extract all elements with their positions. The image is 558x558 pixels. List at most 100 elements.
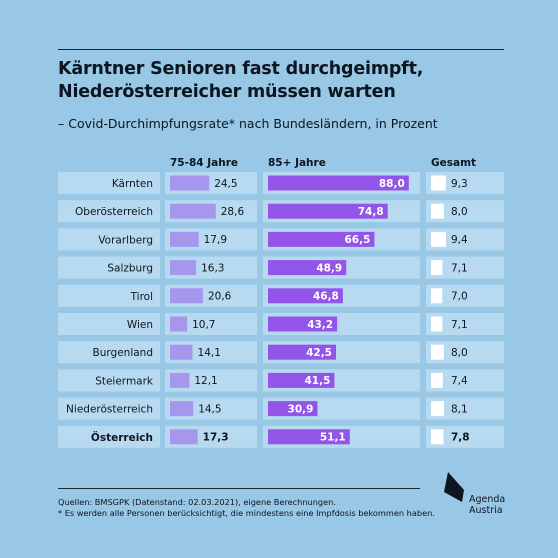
- bar-gesamt-steiermark: [431, 372, 443, 388]
- bar-85plus-kaernten: [268, 175, 409, 191]
- label-panel-wien: [58, 313, 160, 335]
- value-label-85plus-oberoesterreich: 74,8: [358, 206, 384, 218]
- bar-85plus-burgenland: [268, 344, 336, 360]
- label-panel-burgenland: [58, 341, 160, 364]
- column-header-85plus: 85+ Jahre: [268, 157, 326, 169]
- bar-75-84-vorarlberg: [170, 231, 199, 247]
- chart-subtitle: – Covid-Durchimpfungsrate* nach Bundeslä…: [58, 116, 438, 131]
- logo-line-2: Austria: [469, 505, 503, 516]
- bar-gesamt-niederoesterreich: [431, 401, 444, 417]
- category-label-vorarlberg: Vorarlberg: [98, 234, 153, 246]
- value-label-85plus-steiermark: 41,5: [304, 375, 330, 387]
- bar-75-84-wien: [170, 316, 188, 332]
- value-label-75-84-salzburg: 16,3: [201, 262, 224, 274]
- label-panel-tirol: [58, 284, 160, 307]
- logo-text: Agenda Austria: [469, 494, 505, 516]
- category-label-wien: Wien: [127, 319, 153, 331]
- value-label-75-84-oesterreich: 17,3: [203, 432, 229, 444]
- panel-gesamt-tirol: [426, 284, 504, 307]
- bar-75-84-kaernten: [170, 175, 210, 191]
- category-label-kaernten: Kärnten: [112, 178, 153, 190]
- value-label-gesamt-niederoesterreich: 8,1: [451, 403, 468, 415]
- label-panel-niederoesterreich: [58, 397, 160, 420]
- panel-gesamt-burgenland: [426, 341, 504, 364]
- bar-75-84-oesterreich: [170, 429, 198, 445]
- value-label-85plus-vorarlberg: 66,5: [344, 234, 370, 246]
- title-line-2: Niederösterreicher müssen warten: [58, 82, 396, 102]
- bar-gesamt-salzburg: [431, 260, 443, 276]
- category-label-niederoesterreich: Niederösterreich: [66, 404, 153, 416]
- label-panel-vorarlberg: [58, 228, 160, 251]
- footnote: * Es werden alle Personen berücksichtigt…: [58, 508, 435, 518]
- value-label-85plus-tirol: 46,8: [313, 291, 339, 303]
- panel-75-84-wien: [165, 313, 257, 335]
- value-label-75-84-tirol: 20,6: [208, 291, 232, 303]
- bar-gesamt-oberoesterreich: [431, 203, 444, 219]
- value-label-75-84-niederoesterreich: 14,5: [198, 403, 221, 415]
- bar-gesamt-burgenland: [431, 344, 444, 360]
- panel-gesamt-salzburg: [426, 256, 504, 279]
- bar-75-84-burgenland: [170, 344, 193, 360]
- category-label-steiermark: Steiermark: [95, 375, 154, 387]
- label-panel-kaernten: [58, 172, 160, 194]
- value-label-gesamt-oesterreich: 7,8: [451, 432, 470, 444]
- bar-75-84-tirol: [170, 288, 203, 304]
- value-label-85plus-oesterreich: 51,1: [320, 432, 346, 444]
- value-label-85plus-wien: 43,2: [307, 319, 333, 331]
- agenda-austria-logo-icon: [444, 472, 464, 502]
- value-label-gesamt-burgenland: 8,0: [451, 347, 468, 359]
- bar-75-84-salzburg: [170, 260, 197, 276]
- bar-85plus-vorarlberg: [268, 231, 375, 247]
- value-label-75-84-vorarlberg: 17,9: [204, 234, 227, 246]
- panel-gesamt-niederoesterreich: [426, 397, 504, 420]
- bottom-rule: [58, 488, 420, 489]
- value-label-85plus-kaernten: 88,0: [379, 178, 405, 190]
- bar-gesamt-vorarlberg: [431, 231, 447, 247]
- bar-85plus-steiermark: [268, 372, 335, 388]
- value-label-85plus-niederoesterreich: 30,9: [288, 403, 314, 415]
- value-label-gesamt-wien: 7,1: [451, 319, 468, 331]
- value-label-75-84-steiermark: 12,1: [194, 375, 217, 387]
- bar-85plus-tirol: [268, 288, 343, 304]
- bar-85plus-salzburg: [268, 260, 347, 276]
- bar-75-84-oberoesterreich: [170, 203, 216, 219]
- label-panel-salzburg: [58, 256, 160, 279]
- category-label-tirol: Tirol: [130, 291, 153, 303]
- bar-85plus-wien: [268, 316, 338, 332]
- label-panel-oesterreich: [58, 425, 160, 448]
- bar-gesamt-oesterreich: [431, 429, 444, 445]
- value-label-85plus-salzburg: 48,9: [316, 262, 342, 274]
- value-label-75-84-kaernten: 24,5: [214, 178, 237, 190]
- panel-gesamt-wien: [426, 313, 504, 335]
- label-panel-oberoesterreich: [58, 200, 160, 223]
- title-line-1: Kärntner Senioren fast durchgeimpft,: [58, 59, 424, 79]
- value-label-85plus-burgenland: 42,5: [306, 347, 332, 359]
- bar-75-84-niederoesterreich: [170, 401, 194, 417]
- panel-gesamt-steiermark: [426, 369, 504, 392]
- value-label-75-84-oberoesterreich: 28,6: [221, 206, 245, 218]
- top-rule: [58, 49, 504, 50]
- category-label-salzburg: Salzburg: [107, 263, 153, 275]
- value-label-gesamt-tirol: 7,0: [451, 291, 468, 303]
- value-label-gesamt-salzburg: 7,1: [451, 262, 468, 274]
- value-label-75-84-wien: 10,7: [192, 319, 215, 331]
- source-note: Quellen: BMSGPK (Datenstand: 02.03.2021)…: [58, 497, 336, 507]
- value-label-gesamt-steiermark: 7,4: [451, 375, 468, 387]
- label-panel-steiermark: [58, 369, 160, 392]
- category-label-oberoesterreich: Oberösterreich: [75, 206, 153, 218]
- bar-85plus-niederoesterreich: [268, 401, 318, 417]
- column-header-gesamt: Gesamt: [431, 157, 477, 169]
- footer: Quellen: BMSGPK (Datenstand: 02.03.2021)…: [58, 497, 435, 519]
- value-label-gesamt-vorarlberg: 9,4: [451, 234, 468, 246]
- value-label-gesamt-kaernten: 9,3: [451, 178, 468, 190]
- value-label-75-84-burgenland: 14,1: [198, 347, 221, 359]
- bar-gesamt-tirol: [431, 288, 443, 304]
- bar-85plus-oberoesterreich: [268, 203, 388, 219]
- category-label-burgenland: Burgenland: [93, 347, 153, 359]
- panel-gesamt-oesterreich: [426, 425, 504, 448]
- bar-gesamt-kaernten: [431, 175, 446, 191]
- bar-85plus-oesterreich: [268, 429, 350, 445]
- value-label-gesamt-oberoesterreich: 8,0: [451, 206, 468, 218]
